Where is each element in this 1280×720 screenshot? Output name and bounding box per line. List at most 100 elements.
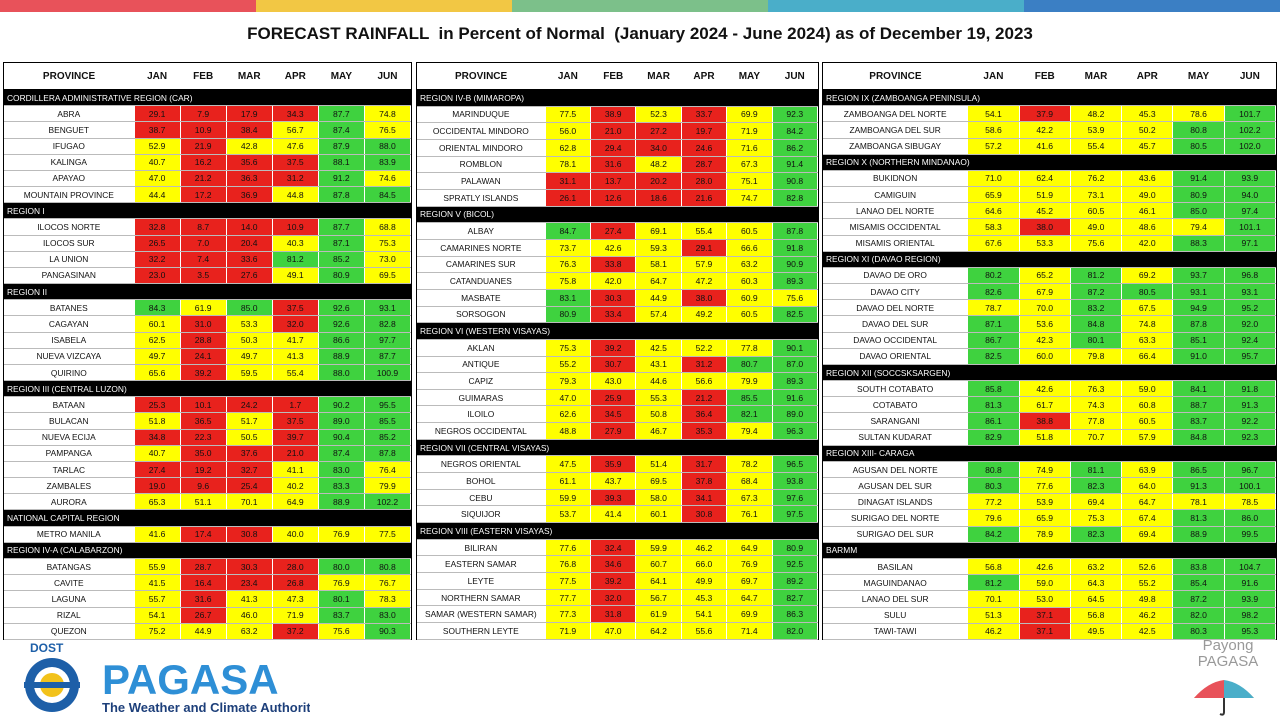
value-cell: 88.1 [317, 153, 365, 171]
value-cell: 42.0 [590, 272, 637, 290]
province-name: NUEVA VIZCAYA [4, 348, 135, 365]
value-cell: 100.1 [1223, 477, 1277, 495]
region-name: REGION X (NORTHERN MINDANAO) [823, 154, 1276, 171]
value-cell: 21.2 [680, 388, 728, 407]
value-cell: 60.8 [1121, 396, 1174, 414]
value-cell: 104.7 [1223, 557, 1277, 576]
region-name: NATIONAL CAPITAL REGION [4, 509, 411, 527]
value-cell: 51.1 [179, 493, 227, 511]
value-cell: 89.2 [771, 572, 819, 590]
value-cell: 92.3 [771, 105, 819, 124]
value-cell: 78.3 [363, 590, 412, 608]
province-row: DAVAO DEL SUR 87.1 53.6 84.8 74.8 87.8 92.0 [823, 315, 1277, 333]
province-name: CAGAYAN [4, 315, 135, 333]
value-cell: 53.0 [1018, 590, 1071, 608]
value-cell: 36.4 [680, 405, 728, 424]
province-row: ORIENTAL MINDORO 62.8 29.4 34.0 24.6 71.6 86.2 [417, 138, 819, 157]
value-cell: 69.9 [726, 605, 773, 623]
value-cell: 32.0 [590, 588, 637, 607]
column-header: APR [272, 63, 319, 90]
value-cell: 81.3 [967, 396, 1020, 414]
value-cell: 47.0 [133, 169, 181, 188]
value-cell: 62.8 [544, 138, 592, 157]
province-row: BUKIDNON 71.0 62.4 76.2 43.6 91.4 93.9 [823, 169, 1277, 188]
province-name: SURIGAO DEL SUR [823, 526, 968, 543]
province-name: ILOCOS NORTE [4, 218, 135, 236]
value-cell: 76.2 [1069, 169, 1123, 188]
value-cell: 76.5 [363, 121, 412, 139]
value-cell: 85.4 [1172, 574, 1225, 592]
value-cell: 19.0 [133, 477, 181, 495]
region-name: REGION VII (CENTRAL VISAYAS) [417, 439, 818, 457]
value-cell: 17.4 [179, 525, 227, 543]
value-cell: 88.7 [1172, 396, 1225, 414]
title: FORECAST RAINFALL in Percent of Normal (… [247, 24, 1033, 43]
value-cell: 48.6 [1121, 218, 1174, 236]
value-cell: 80.1 [1069, 331, 1123, 349]
province-name: ALBAY [417, 222, 546, 240]
province-name: LANAO DEL SUR [823, 590, 968, 608]
value-cell: 40.2 [271, 477, 319, 495]
value-cell: 82.5 [967, 347, 1020, 365]
value-cell: 81.2 [967, 574, 1020, 592]
value-cell: 86.1 [967, 412, 1020, 430]
value-cell: 36.3 [225, 169, 273, 188]
value-cell: 83.0 [363, 606, 412, 624]
value-cell: 37.9 [1018, 105, 1071, 123]
value-cell: 31.1 [544, 172, 592, 190]
value-cell: 68.4 [726, 472, 773, 490]
value-cell: 47.0 [590, 622, 637, 640]
value-cell: 59.3 [635, 238, 682, 257]
value-cell: 96.5 [771, 455, 819, 474]
province-name: ABRA [4, 105, 135, 123]
value-cell: 37.1 [1018, 606, 1071, 624]
value-cell: 43.7 [590, 472, 637, 490]
province-name: LA UNION [4, 251, 135, 268]
region-row: REGION I [4, 202, 411, 220]
value-cell: 94.9 [1172, 299, 1225, 317]
value-cell: 60.5 [726, 305, 773, 324]
province-name: AKLAN [417, 339, 546, 357]
value-cell: 29.4 [590, 138, 637, 157]
value-cell: 31.7 [680, 455, 728, 474]
column-header: JAN [134, 63, 181, 90]
province-name: SPRATLY ISLANDS [417, 189, 546, 207]
value-cell: 60.3 [726, 272, 773, 290]
value-cell: 79.6 [967, 509, 1020, 527]
value-cell: 87.9 [317, 137, 365, 155]
value-cell: 44.4 [133, 186, 181, 204]
value-cell: 62.5 [133, 331, 181, 349]
value-cell: 53.9 [1069, 121, 1123, 139]
province-name: AGUSAN DEL NORTE [823, 461, 968, 479]
value-cell: 39.2 [179, 363, 227, 382]
value-cell: 91.4 [1172, 169, 1225, 188]
region-name: REGION II [4, 283, 411, 301]
value-cell: 48.8 [544, 422, 592, 440]
province-name: SOUTH COTABATO [823, 380, 968, 398]
province-name: SORSOGON [417, 306, 546, 324]
value-cell: 91.6 [1223, 574, 1277, 592]
value-cell: 86.2 [771, 138, 819, 157]
value-cell: 69.7 [726, 572, 773, 590]
value-cell: 56.8 [1069, 606, 1123, 624]
value-cell: 41.1 [271, 460, 319, 479]
value-cell: 42.2 [1018, 121, 1071, 139]
value-cell: 35.6 [225, 153, 273, 171]
value-cell: 92.3 [1223, 428, 1277, 446]
province-row: IFUGAO 52.9 21.9 42.8 47.6 87.9 88.0 [4, 137, 412, 155]
forecast-table: PROVINCE JAN FEB MAR APR MAY JUN CORDILLERA ADM… [4, 63, 412, 640]
value-cell: 31.2 [680, 355, 728, 374]
value-cell: 83.8 [1172, 557, 1225, 576]
column-header: FEB [1019, 63, 1071, 90]
value-cell: 38.4 [225, 121, 273, 139]
value-cell: 80.9 [317, 266, 365, 285]
value-cell: 69.4 [1069, 493, 1123, 511]
value-cell: 23.4 [225, 574, 273, 592]
value-cell: 55.2 [1121, 574, 1174, 592]
value-cell: 16.2 [179, 153, 227, 171]
province-name: ILOILO [417, 405, 546, 424]
value-cell: 24.1 [179, 347, 227, 365]
value-cell: 64.9 [726, 538, 773, 557]
value-cell: 63.2 [225, 622, 273, 640]
value-cell: 84.8 [1069, 315, 1123, 333]
